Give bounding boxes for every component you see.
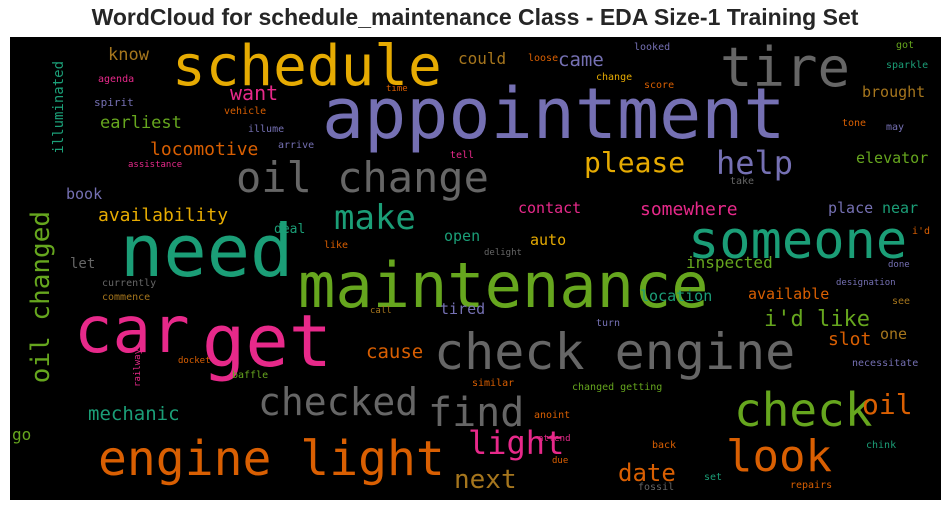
word-slot: slot bbox=[828, 329, 872, 350]
word-necessitate: necessitate bbox=[852, 358, 919, 369]
word-agenda: agenda bbox=[98, 74, 135, 85]
word-assistance: assistance bbox=[128, 160, 183, 170]
word-place: place bbox=[828, 199, 874, 217]
word-due: due bbox=[552, 456, 569, 466]
word-open: open bbox=[444, 227, 481, 245]
word-available: available bbox=[748, 285, 830, 303]
word-i-d-like: i'd like bbox=[764, 307, 870, 332]
word-engine-light: engine light bbox=[98, 431, 445, 487]
word-see: see bbox=[892, 296, 911, 307]
word-illuminated: illuminated bbox=[51, 61, 67, 154]
word-locomotive: locomotive bbox=[150, 139, 259, 160]
word-someone: someone bbox=[688, 211, 908, 271]
word-deal: deal bbox=[274, 222, 306, 237]
word-looked: looked bbox=[634, 42, 671, 53]
word-sparkle: sparkle bbox=[886, 60, 929, 71]
word-docket: docket bbox=[178, 356, 211, 366]
word-may: may bbox=[886, 122, 905, 133]
word-oil-change: oil change bbox=[236, 153, 489, 202]
word-get: get bbox=[202, 299, 333, 383]
word-look: look bbox=[726, 431, 832, 482]
word-check: check bbox=[734, 383, 873, 437]
word-light: light bbox=[468, 424, 565, 462]
word-commence: commence bbox=[102, 292, 151, 303]
word-tell: tell bbox=[450, 150, 475, 161]
word-cloud: appointment schedule tire need maintenan… bbox=[10, 37, 941, 500]
word-checked: checked bbox=[258, 380, 419, 424]
word-help: help bbox=[716, 144, 794, 182]
word-availability: availability bbox=[98, 205, 229, 226]
word-anoint: anoint bbox=[534, 410, 571, 421]
word-earliest: earliest bbox=[100, 113, 182, 133]
word-mechanic: mechanic bbox=[88, 403, 180, 425]
word-next: next bbox=[454, 465, 517, 495]
word-like: like bbox=[324, 240, 349, 251]
word-delight: delight bbox=[484, 248, 522, 258]
word-make: make bbox=[334, 198, 416, 238]
word-maintenance: maintenance bbox=[298, 249, 709, 322]
word-oil: oil bbox=[862, 388, 913, 421]
word-turn: turn bbox=[596, 318, 621, 329]
word-designation: designation bbox=[836, 278, 896, 288]
word-spirit: spirit bbox=[94, 96, 134, 109]
word-back: back bbox=[652, 440, 677, 451]
word-check-engine: check engine bbox=[434, 323, 796, 381]
word-cause: cause bbox=[366, 341, 424, 363]
word-tired: tired bbox=[440, 300, 486, 318]
word-got: got bbox=[896, 40, 915, 51]
word-fossil: fossil bbox=[638, 482, 675, 493]
word-know: know bbox=[108, 45, 149, 65]
word-loose: loose bbox=[528, 53, 559, 64]
word-go: go bbox=[12, 425, 32, 444]
word-could: could bbox=[458, 49, 507, 68]
word-arrive: arrive bbox=[278, 140, 315, 151]
word-want: want bbox=[230, 81, 279, 105]
word-vehicle: vehicle bbox=[224, 106, 267, 117]
word-auto: auto bbox=[530, 231, 567, 249]
word-changed-getting: changed getting bbox=[572, 382, 663, 393]
word-location: location bbox=[640, 287, 713, 305]
word-attend: attend bbox=[538, 434, 571, 444]
word-tone: tone bbox=[842, 118, 867, 129]
word-date: date bbox=[618, 459, 676, 487]
word-illume: illume bbox=[248, 124, 285, 135]
word-elevator: elevator bbox=[856, 149, 929, 167]
word-let: let bbox=[70, 256, 96, 272]
word-appointment: appointment bbox=[322, 73, 786, 155]
word-change: change bbox=[596, 72, 633, 83]
word-set: set bbox=[704, 472, 723, 483]
word-find: find bbox=[428, 390, 525, 436]
word-currently: currently bbox=[102, 278, 157, 289]
word-car: car bbox=[74, 294, 190, 368]
word-brought: brought bbox=[862, 83, 926, 101]
word-came: came bbox=[558, 49, 604, 71]
word-score: score bbox=[644, 80, 675, 91]
word-railway: railway bbox=[133, 349, 143, 387]
word-call: call bbox=[370, 306, 392, 316]
word-inspected: inspected bbox=[686, 253, 773, 272]
word-somewhere: somewhere bbox=[640, 199, 738, 220]
word-near: near bbox=[882, 199, 919, 217]
word-time: time bbox=[386, 84, 408, 94]
figure-title: WordCloud for schedule_maintenance Class… bbox=[91, 4, 859, 30]
word-contact: contact bbox=[518, 199, 582, 217]
word-book: book bbox=[66, 185, 103, 203]
word-similar: similar bbox=[472, 378, 515, 389]
word-please: please bbox=[584, 146, 686, 179]
word-tire: tire bbox=[720, 37, 851, 99]
word-done: done bbox=[888, 260, 910, 270]
word-repairs: repairs bbox=[790, 480, 833, 491]
word-need: need bbox=[120, 209, 294, 293]
word-schedule: schedule bbox=[172, 37, 442, 99]
word-take: take bbox=[730, 176, 755, 187]
word-one: one bbox=[880, 325, 908, 343]
word-oil-changed: oil changed bbox=[26, 211, 56, 384]
word-baffle: baffle bbox=[232, 370, 269, 381]
word-chink: chink bbox=[866, 440, 897, 451]
word-i-d: i'd bbox=[912, 226, 931, 237]
